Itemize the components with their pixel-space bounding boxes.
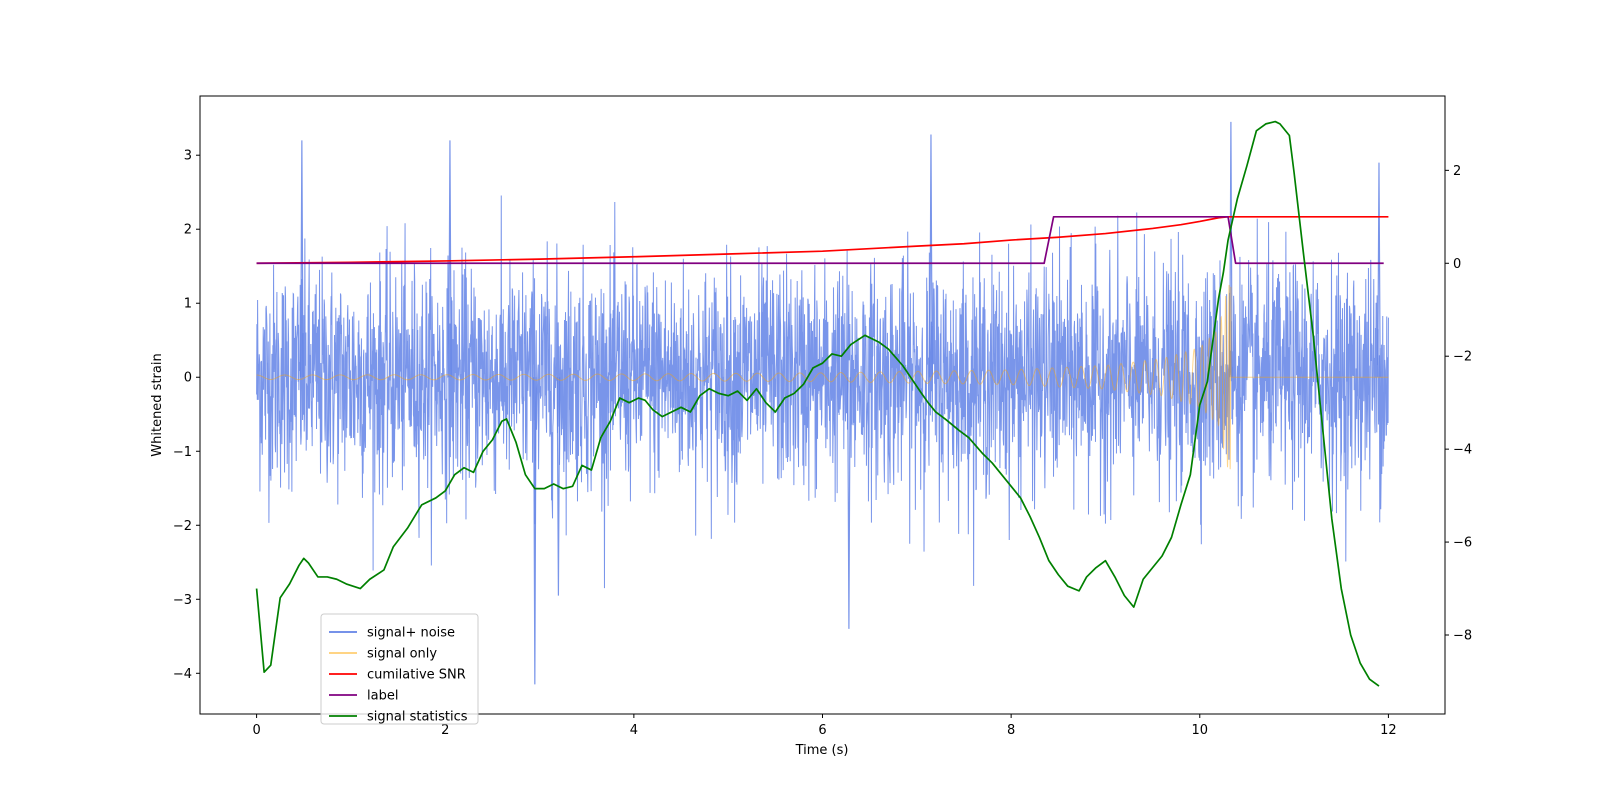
x-axis-label: Time (s): [795, 743, 849, 758]
series-signal-noise-spike: [1229, 121, 1233, 378]
legend: signal+ noise signal only cumilative SNR la…: [320, 613, 479, 725]
y-right-tick-label: −6: [1453, 536, 1472, 551]
y-right-tick-label: 0: [1453, 257, 1461, 272]
x-tick-label: 10: [1191, 723, 1208, 738]
y-tick-label: 2: [184, 223, 192, 238]
x-tick-label: 6: [818, 723, 826, 738]
y-right-tick-label: 2: [1453, 164, 1461, 179]
y-tick-label: −4: [173, 667, 192, 682]
legend-label: signal statistics: [367, 710, 468, 725]
y-right-tick-label: −4: [1453, 443, 1472, 458]
series-signal-noise-spike: [533, 377, 537, 685]
series-signal-noise-line: [256, 195, 1389, 589]
x-tick-label: 8: [1007, 723, 1015, 738]
legend-box: [320, 613, 479, 725]
series-label-line: [256, 215, 1384, 265]
series-signal-noise-spike: [300, 140, 304, 378]
x-tick-label: 4: [630, 723, 638, 738]
y-right-tick-label: −8: [1453, 629, 1472, 644]
series-signal-noise-spike: [556, 377, 561, 596]
legend-label: signal only: [367, 647, 437, 662]
series-signal-noise-spike: [847, 377, 851, 629]
y-tick-label: 0: [184, 371, 192, 386]
series-signal-noise-spike: [929, 134, 933, 378]
series-signal-noise-spike: [1377, 162, 1381, 378]
x-tick-label: 2: [441, 723, 449, 738]
series-signal-noise-spike: [448, 140, 452, 378]
legend-label: cumilative SNR: [367, 668, 466, 683]
y-tick-label: −1: [173, 445, 192, 460]
x-tick-label: 12: [1380, 723, 1397, 738]
y-tick-label: −2: [173, 519, 192, 534]
legend-label: label: [367, 689, 398, 704]
series-signal-statistics-line: [255, 120, 1380, 687]
y-tick-label: 1: [184, 297, 192, 312]
y-tick-label: −3: [173, 593, 192, 608]
y-tick-label: 3: [184, 149, 192, 164]
series-signal-only-line: [256, 284, 1389, 470]
y-right-tick-label: −2: [1453, 350, 1472, 365]
x-tick-label: 0: [252, 723, 260, 738]
y-axis-label: Whitened strain: [150, 353, 165, 456]
series-cumulative-snr-line: [256, 215, 1389, 265]
legend-label: signal+ noise: [367, 626, 455, 641]
